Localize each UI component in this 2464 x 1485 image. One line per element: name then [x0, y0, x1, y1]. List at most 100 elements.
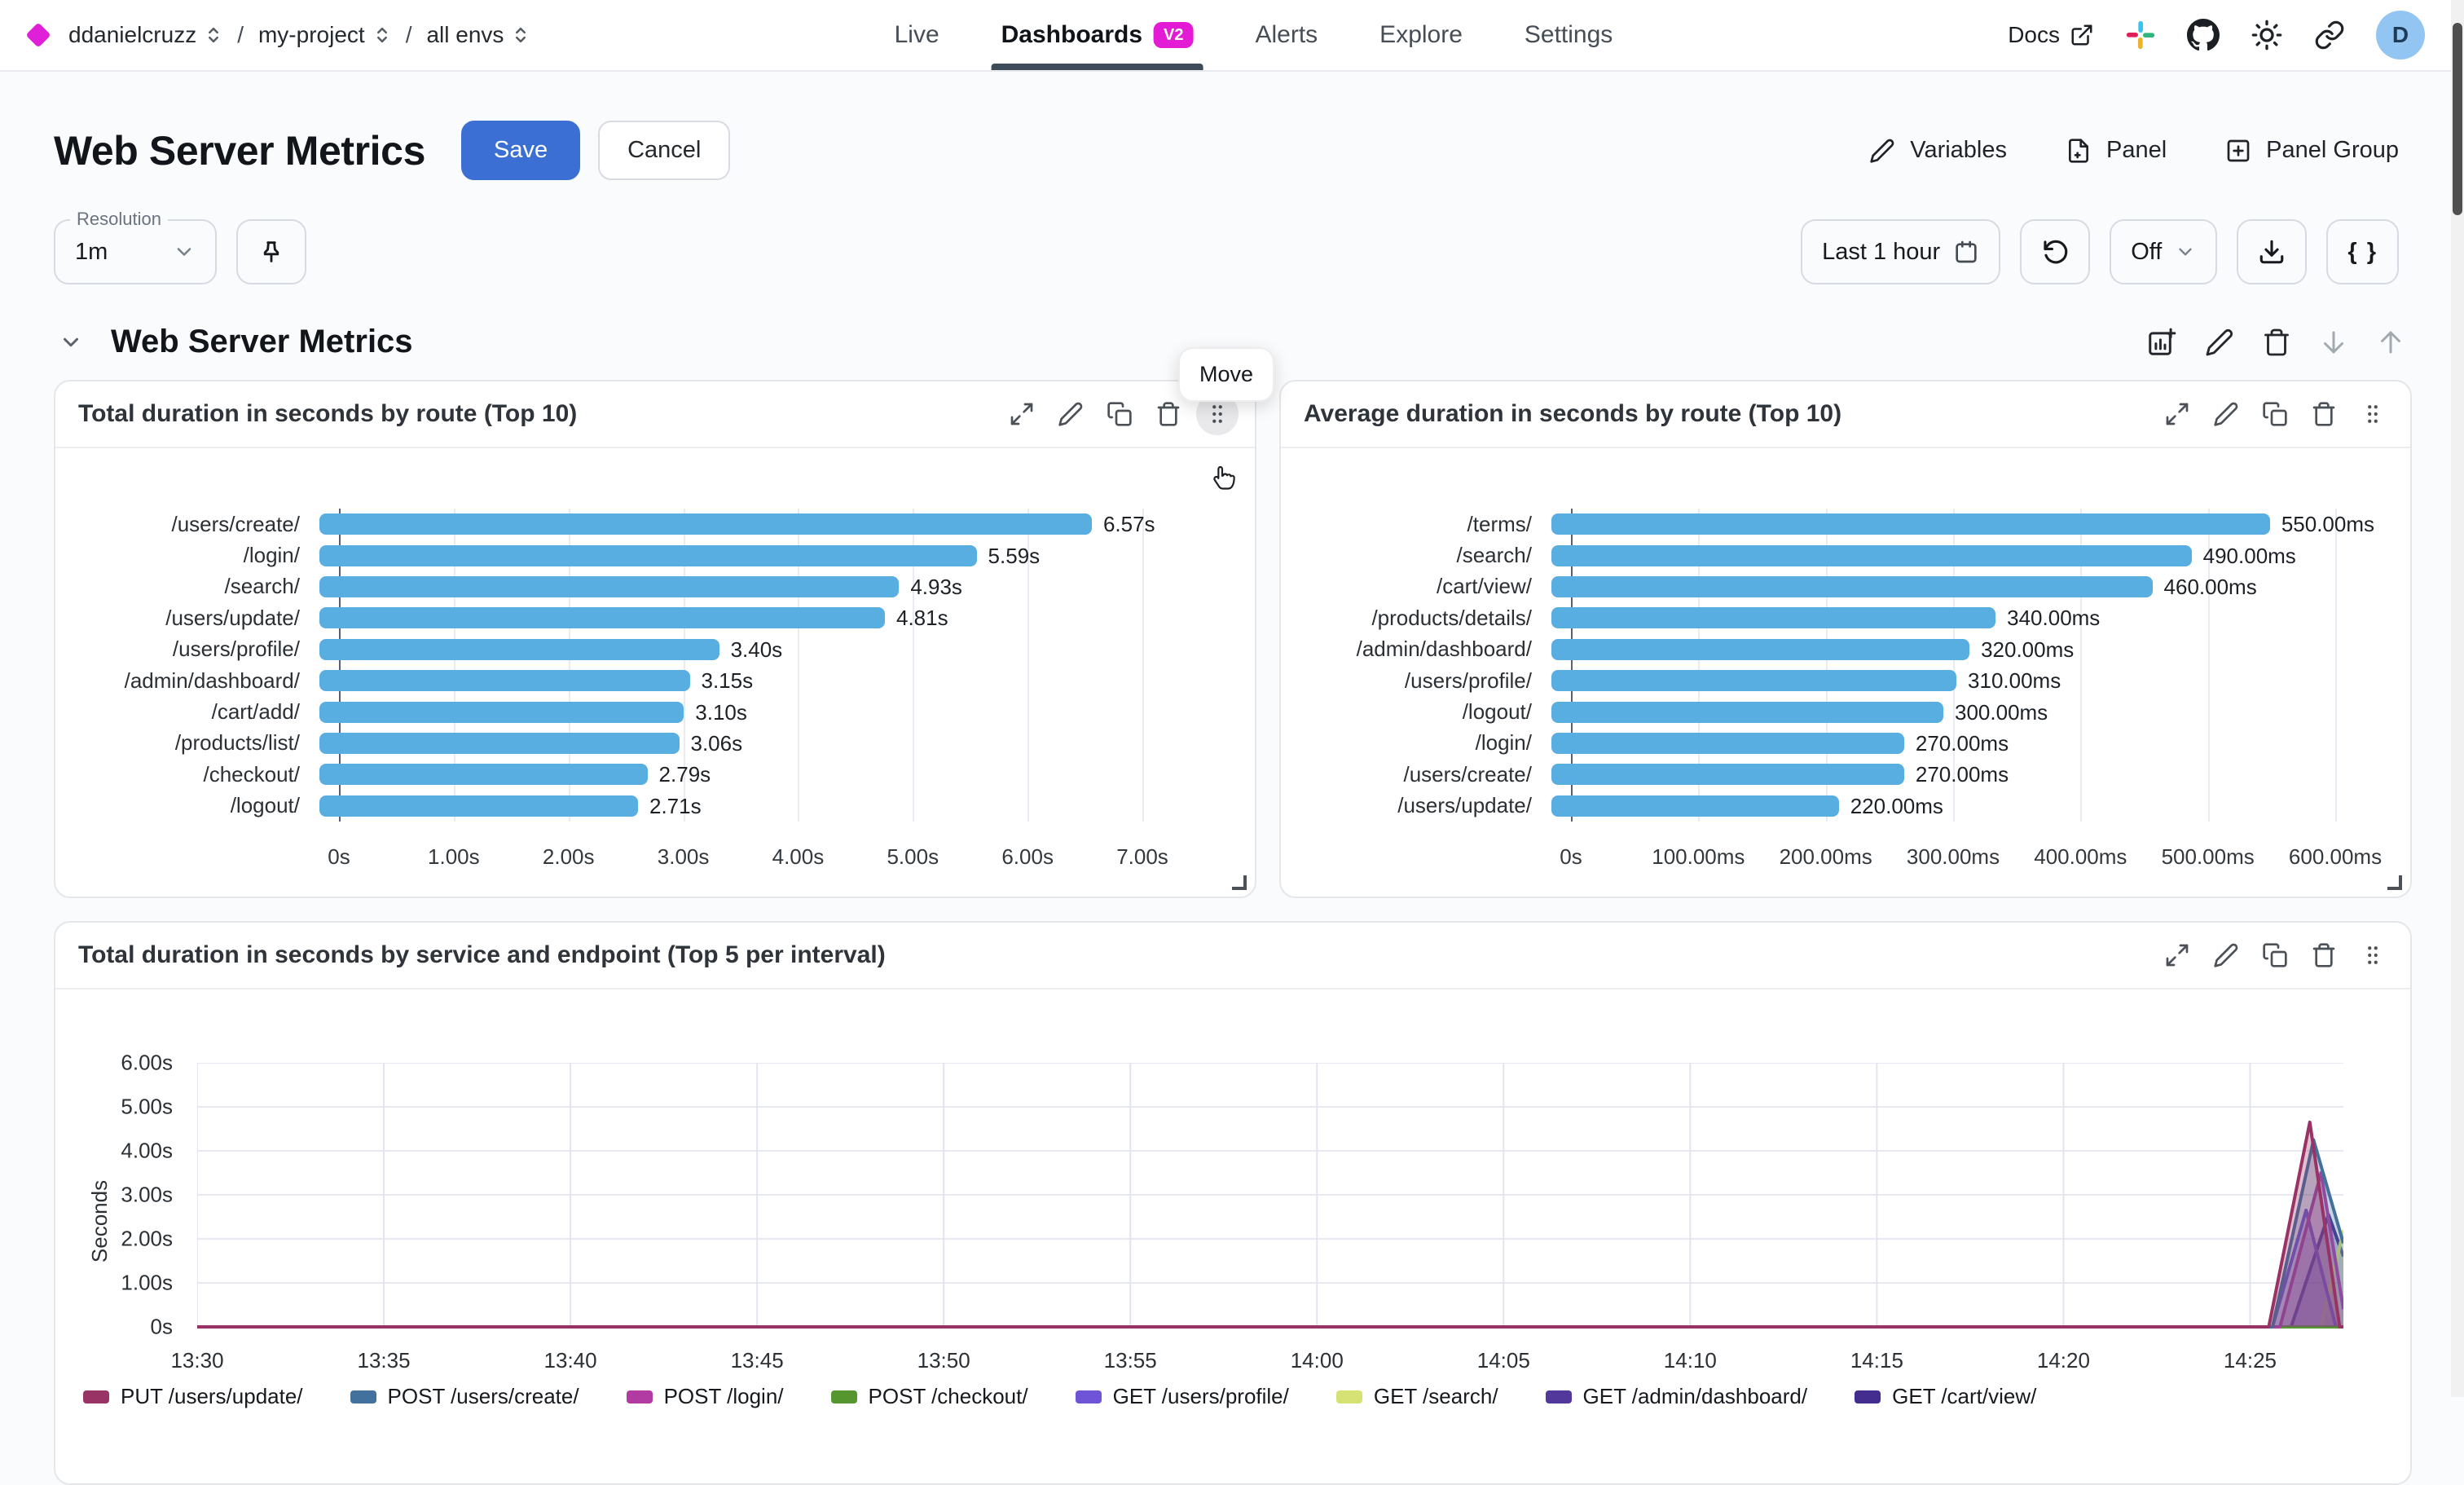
tab-dashboards[interactable]: Dashboards V2	[991, 0, 1203, 70]
bar-row: /products/details/340.00ms	[1300, 602, 2335, 633]
expand-panel-icon[interactable]	[1001, 393, 1043, 435]
duplicate-panel-icon[interactable]	[2254, 934, 2296, 976]
drag-panel-handle[interactable]	[2352, 393, 2394, 435]
refresh-button[interactable]	[2020, 219, 2091, 284]
page-title: Web Server Metrics	[54, 127, 425, 174]
duplicate-panel-icon[interactable]	[1098, 393, 1141, 435]
expand-panel-icon[interactable]	[2156, 393, 2198, 435]
y-tick-label: 3.00s	[121, 1182, 173, 1207]
bar-chart: /users/create/6.57s/login/5.59s/search/4…	[55, 509, 1255, 916]
panel-resize-handle[interactable]	[2386, 874, 2402, 890]
add-chart-icon[interactable]	[2146, 327, 2177, 358]
delete-panel-icon[interactable]	[2303, 934, 2345, 976]
bar-row: /cart/view/460.00ms	[1300, 571, 2335, 602]
bar	[319, 638, 719, 660]
bar	[319, 795, 638, 817]
bar-category-label: /admin/dashboard/	[1356, 637, 1532, 662]
tab-settings[interactable]: Settings	[1524, 21, 1613, 48]
tab-live[interactable]: Live	[894, 21, 939, 48]
bar-row: /search/490.00ms	[1300, 540, 2335, 571]
env-selector[interactable]: all envs	[426, 22, 530, 48]
bar-category-label: /users/update/	[165, 605, 300, 630]
auto-refresh-select[interactable]: Off	[2110, 219, 2218, 284]
expand-panel-icon[interactable]	[2156, 934, 2198, 976]
duplicate-panel-icon[interactable]	[2254, 393, 2296, 435]
bar	[1551, 513, 2270, 535]
series-line	[197, 1120, 2343, 1329]
bar-row: /users/update/4.81s	[75, 602, 1142, 633]
bar-category-label: /cart/add/	[211, 699, 300, 725]
bar	[319, 670, 690, 692]
github-button[interactable]	[2187, 19, 2220, 51]
y-tick-label: 5.00s	[121, 1094, 173, 1119]
sun-icon	[2251, 20, 2282, 51]
x-tick-label: 2.00s	[542, 844, 595, 869]
y-tick-label: 6.00s	[121, 1050, 173, 1075]
edit-section-icon[interactable]	[2205, 328, 2234, 357]
pencil-icon	[1870, 139, 1894, 163]
resolution-value: 1m	[75, 238, 108, 265]
series-line	[197, 1171, 2343, 1329]
delete-panel-icon[interactable]	[1147, 393, 1190, 435]
bar-row: /logout/2.71s	[75, 791, 1142, 822]
pin-resolution-button[interactable]	[236, 219, 306, 284]
bar	[1551, 544, 2192, 566]
add-panel-group-button[interactable]: Panel Group	[2225, 137, 2399, 164]
x-tick-label: 0s	[1560, 844, 1582, 869]
edit-panel-icon[interactable]	[2205, 934, 2247, 976]
cancel-button[interactable]: Cancel	[598, 121, 731, 180]
bar-category-label: /products/details/	[1371, 605, 1532, 630]
series-line	[197, 1208, 2343, 1329]
header-actions: Variables Panel Panel Group	[1869, 137, 2399, 164]
panel-title: Total duration in seconds by route (Top …	[78, 400, 578, 427]
json-view-button[interactable]: { }	[2326, 219, 2399, 284]
x-tick-label: 7.00s	[1116, 844, 1168, 869]
bar	[319, 732, 680, 754]
project-selector[interactable]: my-project	[258, 22, 391, 48]
bar-value-label: 460.00ms	[2163, 574, 2257, 599]
move-section-up-icon[interactable]	[2376, 328, 2405, 357]
bar	[1551, 670, 1957, 692]
bar-value-label: 300.00ms	[1955, 699, 2048, 725]
user-avatar[interactable]: D	[2376, 11, 2425, 59]
panel-actions	[2156, 934, 2394, 976]
download-button[interactable]	[2237, 219, 2308, 284]
add-panel-button[interactable]: Panel	[2066, 137, 2167, 164]
tab-explore[interactable]: Explore	[1379, 21, 1463, 48]
bar	[319, 513, 1092, 535]
y-axis-ticks: 0s 1.00s 2.00s 3.00s 4.00s 5.00s 6.00s	[55, 989, 173, 1478]
scrollbar-thumb[interactable]	[2453, 23, 2462, 215]
share-link-button[interactable]	[2314, 20, 2345, 51]
bar-row: /login/5.59s	[75, 540, 1142, 571]
x-tick-label: 1.00s	[428, 844, 480, 869]
save-button[interactable]: Save	[460, 121, 581, 180]
org-name: ddanielcruzz	[68, 22, 197, 47]
org-selector[interactable]: ddanielcruzz	[68, 22, 222, 48]
series-line	[197, 1138, 2343, 1329]
bar-category-label: /login/	[1475, 730, 1532, 756]
resolution-select[interactable]: Resolution 1m	[54, 209, 217, 284]
bar	[319, 544, 977, 566]
theme-toggle-button[interactable]	[2251, 19, 2283, 51]
brand-diamond-icon	[25, 22, 51, 48]
time-range-button[interactable]: Last 1 hour	[1801, 219, 2001, 284]
updown-chevron-icon	[516, 27, 526, 43]
delete-panel-icon[interactable]	[2303, 393, 2345, 435]
bar-row: /products/list/3.06s	[75, 728, 1142, 759]
move-section-down-icon[interactable]	[2319, 328, 2348, 357]
bar-value-label: 340.00ms	[2007, 606, 2101, 631]
edit-panel-icon[interactable]	[1049, 393, 1092, 435]
variables-button[interactable]: Variables	[1869, 137, 2007, 164]
project-name: my-project	[257, 22, 365, 47]
delete-section-icon[interactable]	[2262, 328, 2291, 357]
panel-resize-handle[interactable]	[1230, 874, 1247, 890]
collapse-chevron-icon[interactable]	[59, 330, 83, 355]
panel-group-title: Web Server Metrics	[111, 324, 413, 359]
edit-panel-icon[interactable]	[2205, 393, 2247, 435]
docs-link[interactable]: Docs	[2008, 22, 2094, 48]
slack-button[interactable]	[2125, 20, 2156, 51]
x-tick-label: 500.00ms	[2161, 844, 2255, 869]
page-scrollbar[interactable]	[2451, 0, 2464, 1397]
tab-alerts[interactable]: Alerts	[1255, 21, 1318, 48]
drag-panel-handle[interactable]	[2352, 934, 2394, 976]
